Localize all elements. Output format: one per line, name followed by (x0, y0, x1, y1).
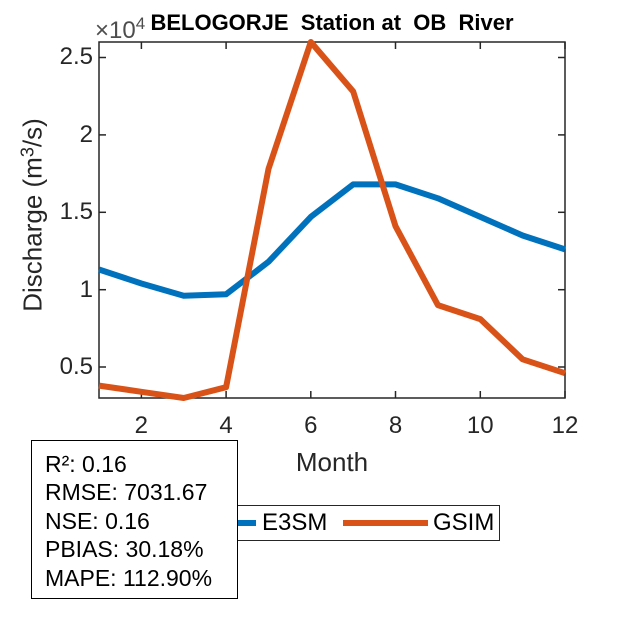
y-tick-label-2: 2 (79, 120, 93, 148)
stat-nse: NSE: 0.16 (45, 507, 150, 534)
y-tick-label-1.5: 1.5 (59, 198, 93, 226)
exponent-base: ×10 (95, 17, 136, 44)
legend-label-e3sm: E3SM (262, 509, 328, 536)
x-tick-label-12: 12 (551, 412, 579, 439)
y-tick-label-2.5: 2.5 (59, 43, 93, 71)
stat-r2: R²: 0.16 (45, 451, 127, 477)
series-line-gsim (98, 39, 566, 401)
series-line-e3sm (98, 181, 566, 299)
stats-annotation-box: R²: 0.16 RMSE: 7031.67 NSE: 0.16 PBIAS: … (31, 440, 238, 599)
x-axis-label: Month (295, 447, 369, 477)
y-tick-label-1: 1 (79, 275, 93, 303)
chart-title: BELOGORJE Station at OB River (150, 10, 514, 35)
y-axis-exponent: ×104 (95, 14, 145, 45)
legend-label-gsim: GSIM (433, 509, 495, 536)
axes-box (98, 41, 566, 399)
y-tick-label-0.5: 0.5 (59, 353, 93, 381)
x-tick-label-6: 6 (304, 412, 318, 439)
stat-pbias: PBIAS: 30.18% (45, 536, 204, 563)
stat-mape: MAPE: 112.90% (45, 564, 213, 591)
exponent-power: 4 (135, 14, 146, 33)
x-tick-label-4: 4 (219, 412, 233, 439)
x-tick-label-8: 8 (388, 412, 403, 439)
x-tick-label-2: 2 (134, 412, 149, 439)
legend-line-gsim (343, 520, 428, 526)
x-tick-label-10: 10 (466, 412, 494, 439)
stat-rmse: RMSE: 7031.67 (45, 479, 208, 506)
